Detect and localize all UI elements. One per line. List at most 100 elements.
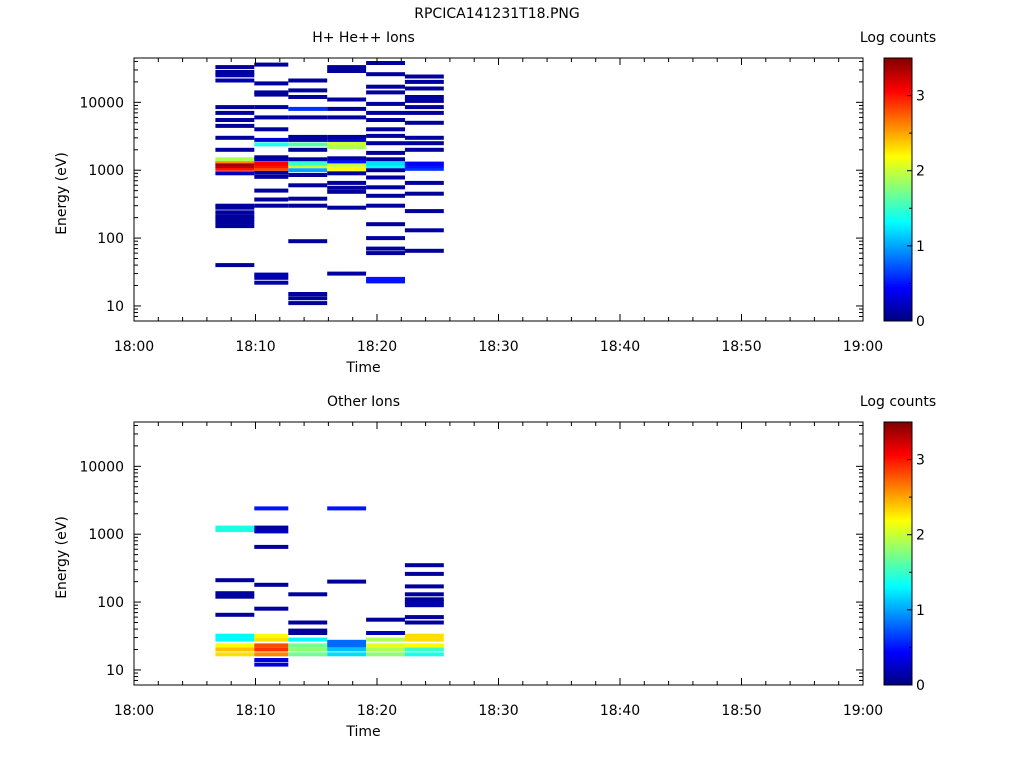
y-tick-label: 10000 bbox=[79, 459, 124, 475]
heatmap-cell bbox=[404, 637, 444, 642]
y-tick-label: 1000 bbox=[88, 527, 124, 543]
heatmap-cell bbox=[254, 643, 289, 648]
heatmap-cell bbox=[215, 135, 255, 140]
heatmap-cell bbox=[288, 134, 328, 139]
heatmap-cell bbox=[254, 137, 289, 142]
heatmap-cell bbox=[215, 118, 255, 122]
heatmap-cell bbox=[366, 276, 405, 281]
heatmap-cell bbox=[288, 620, 328, 625]
x-tick-label: 18:20 bbox=[357, 339, 397, 355]
heatmap-cell bbox=[254, 62, 289, 67]
heatmap-cell bbox=[327, 141, 367, 146]
heatmap-cell bbox=[215, 203, 255, 208]
heatmap-cell bbox=[215, 612, 255, 617]
heatmap-cell bbox=[215, 171, 255, 176]
heatmap-cell bbox=[288, 88, 328, 93]
heatmap-cell bbox=[288, 157, 328, 162]
y-axis-label: Energy (eV) bbox=[54, 516, 70, 599]
heatmap-cell bbox=[327, 162, 367, 167]
heatmap-cell bbox=[366, 222, 405, 227]
heatmap-cell bbox=[254, 115, 289, 120]
heatmap-cell bbox=[288, 292, 328, 296]
x-axis-label: Time bbox=[345, 360, 380, 376]
heatmap-cell bbox=[327, 115, 367, 120]
heatmap-cell bbox=[254, 529, 289, 534]
heatmap-cell bbox=[215, 70, 255, 74]
heatmap-cell bbox=[327, 65, 367, 70]
y-tick-label: 1000 bbox=[88, 163, 124, 179]
heatmap-cell bbox=[215, 73, 255, 78]
heatmap-cell bbox=[215, 110, 255, 115]
heatmap-cell bbox=[366, 193, 405, 198]
heatmap-cell bbox=[404, 95, 444, 99]
heatmap-cell bbox=[327, 171, 367, 176]
colorbar-tick-label: 3 bbox=[916, 89, 925, 105]
x-tick-label: 18:00 bbox=[114, 703, 154, 719]
heatmap-cell bbox=[215, 123, 255, 128]
heatmap-cell bbox=[366, 643, 405, 648]
heatmap-cell bbox=[327, 69, 367, 73]
heatmap-cell bbox=[215, 210, 255, 215]
heatmap-cell bbox=[254, 90, 289, 95]
heatmap-cell bbox=[288, 168, 328, 173]
heatmap-cell bbox=[327, 579, 367, 584]
heatmap-cell bbox=[327, 205, 367, 210]
x-tick-label: 19:00 bbox=[843, 703, 883, 719]
heatmap-cell bbox=[215, 652, 255, 657]
heatmap-cell bbox=[215, 159, 255, 164]
heatmap-cell bbox=[366, 141, 405, 146]
heatmap-cell bbox=[404, 110, 444, 115]
heatmap-cell bbox=[254, 161, 289, 166]
heatmap-cell bbox=[404, 74, 444, 79]
heatmap-cell bbox=[288, 643, 328, 648]
plot-frame bbox=[133, 57, 864, 322]
x-tick-label: 18:20 bbox=[357, 703, 397, 719]
heatmap-cell bbox=[215, 594, 255, 599]
heatmap-cell bbox=[366, 118, 405, 122]
heatmap-cell bbox=[288, 647, 328, 652]
heatmap-cell bbox=[366, 133, 405, 138]
heatmap-cell bbox=[288, 161, 328, 166]
heatmap-cell bbox=[366, 157, 405, 162]
heatmap-cell bbox=[404, 141, 444, 146]
heatmap-cell bbox=[254, 506, 289, 511]
heatmap-cell bbox=[254, 203, 289, 208]
heatmap-cell bbox=[366, 631, 405, 635]
heatmap-cell bbox=[327, 652, 367, 657]
heatmap-cell bbox=[366, 647, 405, 652]
heatmap-cell bbox=[254, 127, 289, 132]
heatmap-cell bbox=[366, 90, 405, 95]
heatmap-cell bbox=[254, 81, 289, 86]
colorbar-label: Log counts bbox=[860, 394, 936, 410]
heatmap-cell bbox=[404, 603, 444, 608]
colorbar-tick-label: 2 bbox=[916, 164, 925, 180]
heatmap-cell bbox=[366, 246, 405, 251]
heatmap-cell bbox=[366, 110, 405, 115]
heatmap-cell bbox=[288, 296, 328, 301]
heatmap-cell bbox=[366, 161, 405, 166]
heatmap-cell bbox=[404, 135, 444, 140]
heatmap-cell bbox=[404, 98, 444, 103]
heatmap-cell bbox=[404, 209, 444, 214]
y-tick-label: 10 bbox=[106, 663, 124, 679]
heatmap-cell bbox=[215, 164, 255, 169]
heatmap-cell bbox=[366, 203, 405, 208]
y-axis: 10 100 1000 10000 bbox=[79, 424, 863, 686]
heatmap-cell bbox=[366, 175, 405, 180]
heatmap-cell bbox=[404, 161, 444, 166]
heatmap-cell bbox=[215, 591, 255, 596]
x-tick-label: 19:00 bbox=[843, 339, 883, 355]
heatmap-cell bbox=[215, 525, 255, 530]
heatmap-cell bbox=[404, 652, 444, 657]
y-axis: 10 100 1000 10000 bbox=[79, 60, 863, 322]
heatmap-cell bbox=[254, 633, 289, 638]
heatmap-cell bbox=[254, 658, 289, 662]
heatmap-cell bbox=[288, 147, 328, 152]
heatmap-cell bbox=[366, 168, 405, 173]
heatmap-cell bbox=[288, 631, 328, 635]
panel-other-ions: Other Ions 18:00 18:10 18:20 18:30 18:40 18:50… bbox=[54, 394, 936, 740]
heatmap-cell bbox=[254, 275, 289, 280]
heatmap-cell bbox=[215, 78, 255, 83]
